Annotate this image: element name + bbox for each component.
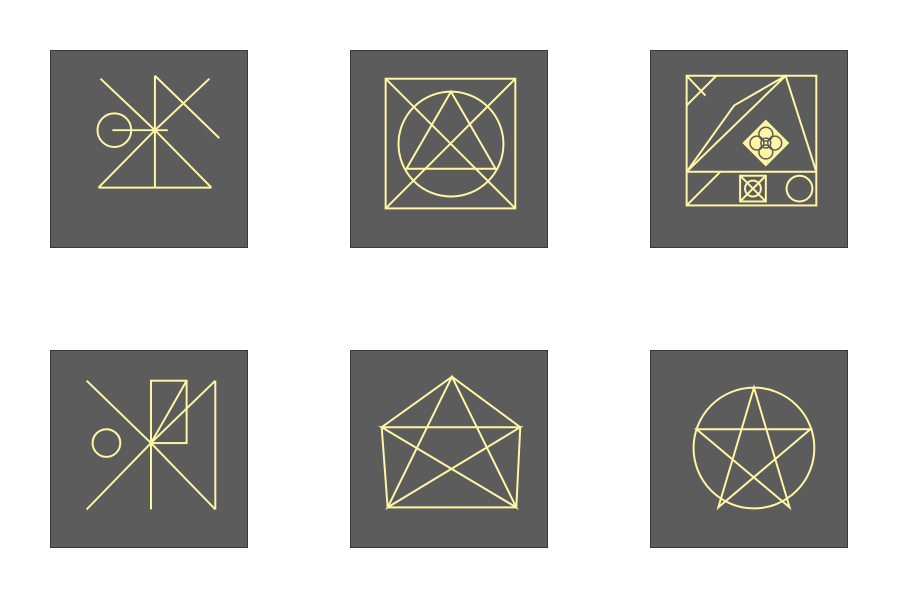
sigil-tile-3 bbox=[650, 50, 848, 248]
sigil-circle-cross-triangle-icon bbox=[51, 51, 247, 247]
square-circle-triangle-sigil-icon bbox=[351, 51, 547, 247]
sigil-tile-4 bbox=[50, 350, 248, 548]
pentagon-pentagram-icon bbox=[351, 351, 547, 547]
rectangle-circle-cross-sigil-icon bbox=[51, 351, 247, 547]
sigil-tile-1 bbox=[50, 50, 248, 248]
sigil-tile-6 bbox=[650, 350, 848, 548]
square-diamond-flower-sigil-icon bbox=[651, 51, 847, 247]
sigil-tile-5 bbox=[350, 350, 548, 548]
sigil-tile-2 bbox=[350, 50, 548, 248]
circled-pentagram-icon bbox=[651, 351, 847, 547]
